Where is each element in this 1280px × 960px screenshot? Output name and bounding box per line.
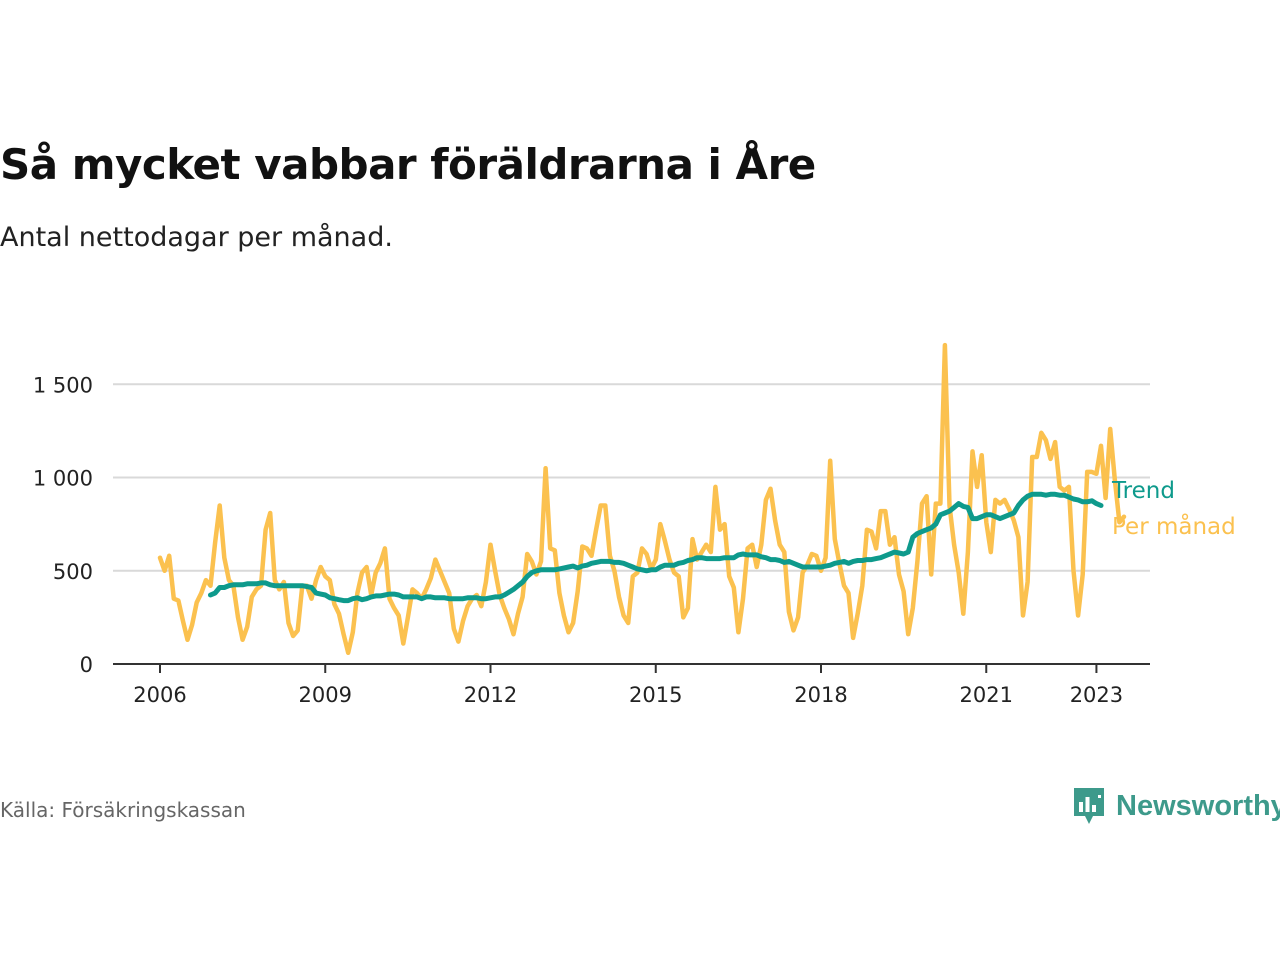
axes: 0 500 1 000 1 500 2006 2009 2012 2015 2018 2021 20… xyxy=(33,373,1150,707)
brand-logo[interactable]: Newsworthy xyxy=(1072,784,1280,828)
legend-label-per-manad: Per månad xyxy=(1112,512,1236,540)
x-tick-label: 2021 xyxy=(960,683,1013,707)
x-tick-label: 2023 xyxy=(1070,683,1123,707)
chart-subtitle: Antal nettodagar per månad. xyxy=(0,222,393,253)
x-tick-label: 2018 xyxy=(794,683,847,707)
x-tick-label: 2009 xyxy=(299,683,352,707)
chart-title: Så mycket vabbar föräldrarna i Åre xyxy=(0,140,816,189)
y-tick-label: 0 xyxy=(80,653,93,677)
grid-lines xyxy=(113,383,1150,572)
series-line-trend xyxy=(208,491,1104,604)
x-tick-label: 2015 xyxy=(629,683,682,707)
x-tick-label: 2006 xyxy=(133,683,186,707)
legend: Trend Per månad xyxy=(1111,478,1236,540)
bar-chart-speech-bubble-icon xyxy=(1074,788,1104,824)
x-tick-label: 2012 xyxy=(464,683,517,707)
legend-label-trend: Trend xyxy=(1111,478,1175,504)
series-lines xyxy=(157,342,1127,656)
brand-name: Newsworthy xyxy=(1116,789,1280,822)
source-note: Källa: Försäkringskassan xyxy=(0,798,246,822)
series-line-per-manad xyxy=(157,342,1127,656)
y-tick-label: 1 500 xyxy=(33,373,93,397)
y-tick-label: 500 xyxy=(53,560,93,584)
y-tick-label: 1 000 xyxy=(33,467,93,491)
